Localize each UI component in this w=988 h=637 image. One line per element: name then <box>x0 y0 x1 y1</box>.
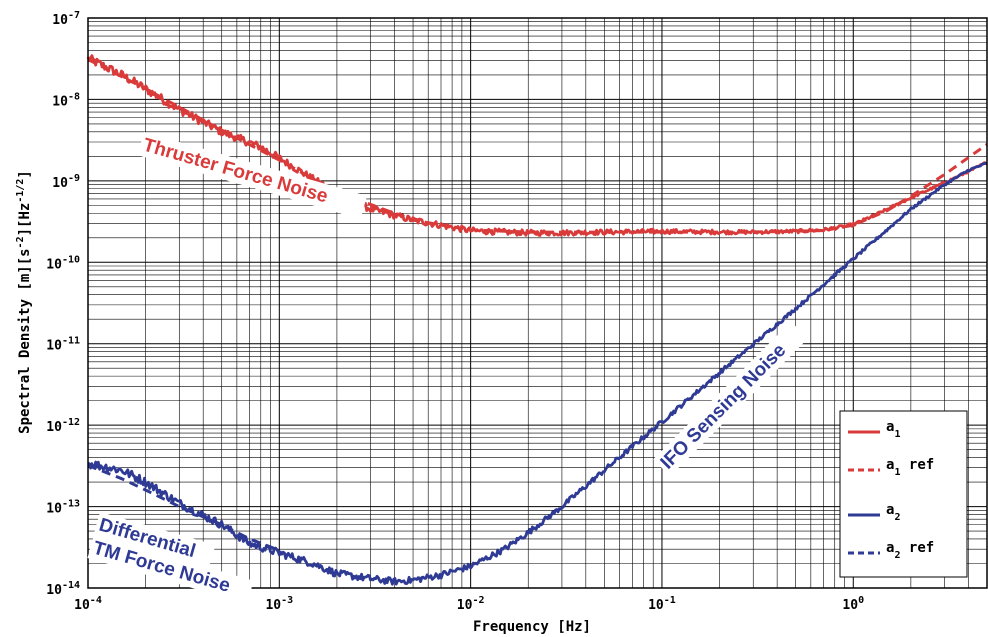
tick-label: 10-11 <box>46 336 80 354</box>
tick-label: 10-3 <box>265 595 293 613</box>
legend-items: a1 a1 ref a2 a2 ref <box>848 419 934 561</box>
y-title-part: ][Hz <box>17 203 33 237</box>
tick-label: 10-14 <box>46 580 80 598</box>
tick-label: 10-4 <box>74 595 102 613</box>
tick-label: 10-2 <box>457 595 485 613</box>
y-title-part: ] <box>17 170 33 178</box>
y-title-exp1: -2 <box>15 236 26 248</box>
tick-label: 10-10 <box>46 254 80 272</box>
tick-labels: 10-4 10-3 10-2 10-1 100 10-14 10-13 10-12 10-11 1… <box>46 10 864 613</box>
tick-label: 10-1 <box>648 595 676 613</box>
tick-label: 10-8 <box>52 91 80 109</box>
series-line-2 <box>87 161 988 586</box>
tick-label: 10-7 <box>52 10 80 28</box>
tick-label: 10-9 <box>52 173 80 191</box>
y-title-part: Spectral Density [m][s <box>17 248 33 433</box>
tick-label: 100 <box>842 595 864 613</box>
series-layer <box>86 54 988 586</box>
y-title-exp2: -1/2 <box>15 179 26 203</box>
legend-label-2: a2 <box>886 502 900 523</box>
annotation-backdrop <box>93 511 216 569</box>
legend-box <box>839 410 968 578</box>
legend-label-0: a1 <box>886 419 900 440</box>
tick-label: 10-12 <box>46 417 80 435</box>
tick-label: 10-13 <box>46 499 80 517</box>
series-line-3 <box>87 464 280 552</box>
legend: a1 a1 ref a2 a2 ref <box>839 410 968 578</box>
x-axis-title: Frequency [Hz] <box>473 619 591 635</box>
annotation-backdrop <box>653 321 809 477</box>
legend-label-3: a2 ref <box>886 540 934 561</box>
legend-label-1: a1 ref <box>886 457 934 478</box>
plot-frame <box>87 17 988 589</box>
y-axis-title: Spectral Density [m][s-2][Hz-1/2] <box>15 170 33 434</box>
annotation-backdrop <box>87 534 254 604</box>
series-line-1 <box>87 58 988 234</box>
annotation-backdrop <box>137 131 368 219</box>
